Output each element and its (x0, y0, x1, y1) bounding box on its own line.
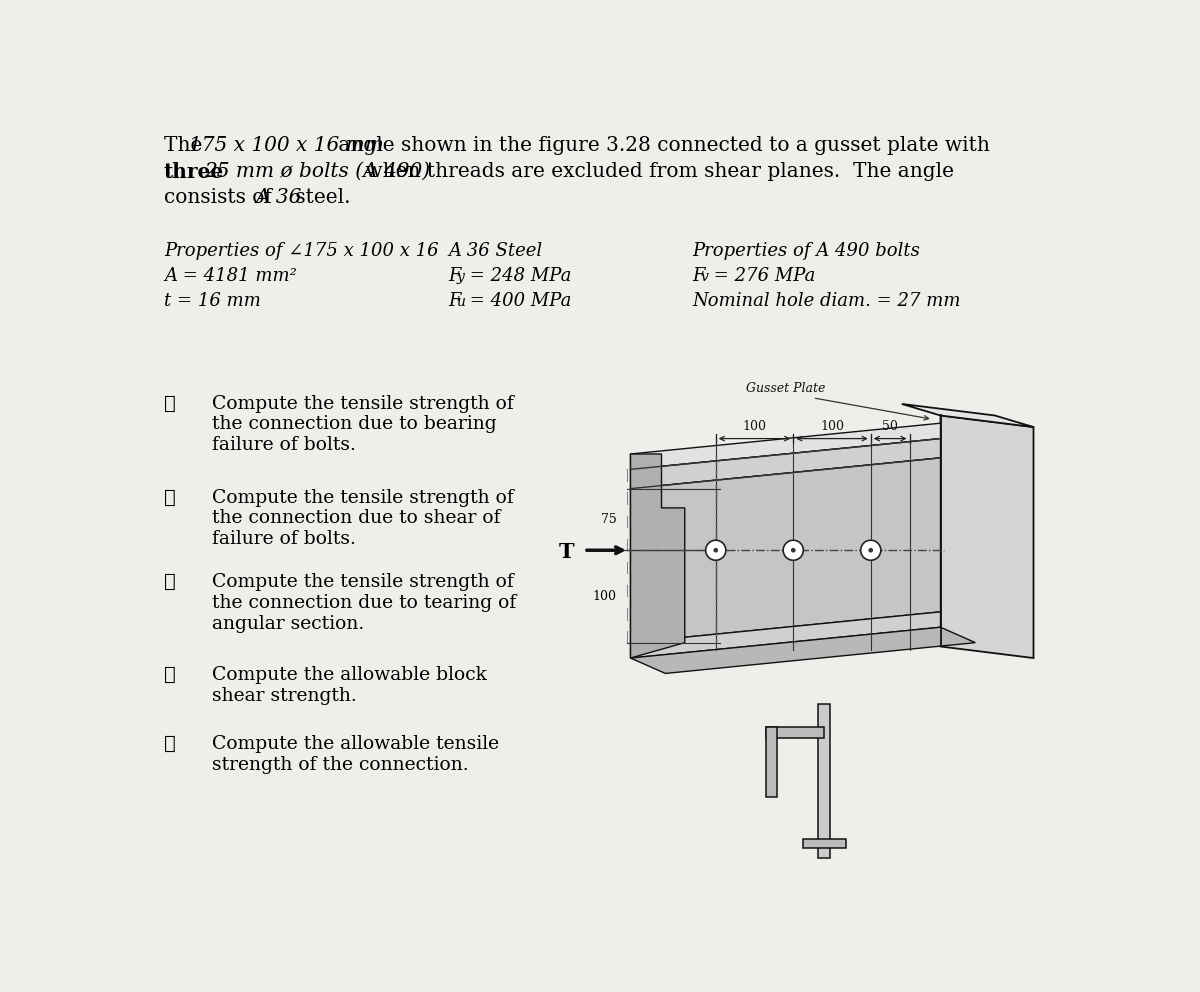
Polygon shape (818, 704, 830, 858)
Text: the connection due to shear of: the connection due to shear of (212, 510, 500, 528)
Polygon shape (630, 454, 685, 658)
Polygon shape (630, 627, 976, 674)
Text: consists of: consists of (164, 188, 278, 207)
Text: 25 mm ø bolts (A 490): 25 mm ø bolts (A 490) (204, 162, 431, 182)
Text: 50: 50 (882, 421, 898, 434)
Polygon shape (630, 458, 941, 643)
Circle shape (714, 548, 718, 553)
Text: ④: ④ (164, 666, 175, 683)
Circle shape (860, 541, 881, 560)
Text: shear strength.: shear strength. (212, 686, 356, 704)
Text: the connection due to tearing of: the connection due to tearing of (212, 594, 516, 612)
Text: ③: ③ (164, 573, 175, 591)
Polygon shape (766, 727, 824, 738)
Text: ①: ① (164, 395, 175, 413)
Text: 100: 100 (743, 421, 767, 434)
Text: F: F (692, 267, 706, 285)
Text: A 36 Steel: A 36 Steel (449, 242, 542, 260)
Polygon shape (630, 424, 941, 469)
Text: T: T (559, 542, 575, 561)
Text: Compute the tensile strength of: Compute the tensile strength of (212, 573, 514, 591)
Polygon shape (803, 839, 846, 848)
Text: failure of bolts.: failure of bolts. (212, 436, 356, 454)
Text: Compute the allowable block: Compute the allowable block (212, 666, 487, 683)
Circle shape (869, 548, 874, 553)
Text: 75: 75 (601, 513, 617, 526)
Text: Gusset Plate: Gusset Plate (746, 382, 826, 395)
Polygon shape (901, 404, 1033, 427)
Text: A = 4181 mm²: A = 4181 mm² (164, 267, 296, 285)
Polygon shape (941, 416, 1033, 658)
Text: angular section.: angular section. (212, 615, 365, 633)
Text: strength of the connection.: strength of the connection. (212, 756, 469, 774)
Text: Properties of ∠175 x 100 x 16: Properties of ∠175 x 100 x 16 (164, 242, 438, 260)
Circle shape (784, 541, 803, 560)
Text: 100: 100 (593, 590, 617, 603)
Text: 100: 100 (820, 421, 844, 434)
Polygon shape (630, 612, 941, 658)
Text: The: The (164, 136, 209, 155)
Text: angle shown in the figure 3.28 connected to a gusset plate with: angle shown in the figure 3.28 connected… (332, 136, 990, 155)
Text: three: three (164, 162, 224, 183)
Text: steel.: steel. (289, 188, 350, 207)
Circle shape (791, 548, 796, 553)
Text: Nominal hole diam. = 27 mm: Nominal hole diam. = 27 mm (692, 292, 961, 310)
Text: Compute the tensile strength of: Compute the tensile strength of (212, 489, 514, 507)
Text: when threads are excluded from shear planes.  The angle: when threads are excluded from shear pla… (359, 162, 954, 182)
Text: the connection due to bearing: the connection due to bearing (212, 416, 497, 434)
Text: Properties of A 490 bolts: Properties of A 490 bolts (692, 242, 920, 260)
Text: t = 16 mm: t = 16 mm (164, 292, 260, 310)
Circle shape (706, 541, 726, 560)
Text: Compute the tensile strength of: Compute the tensile strength of (212, 395, 514, 413)
Text: = 276 MPa: = 276 MPa (708, 267, 815, 285)
Text: u: u (456, 295, 466, 309)
Polygon shape (630, 438, 941, 489)
Text: ⑥: ⑥ (164, 735, 175, 753)
Text: = 248 MPa: = 248 MPa (464, 267, 571, 285)
Text: Compute the allowable tensile: Compute the allowable tensile (212, 735, 499, 753)
Text: ②: ② (164, 489, 175, 507)
Text: y: y (456, 270, 464, 284)
Text: F: F (449, 267, 461, 285)
Text: v: v (701, 270, 708, 284)
Text: F: F (449, 292, 461, 310)
Text: failure of bolts.: failure of bolts. (212, 530, 356, 549)
Text: = 400 MPa: = 400 MPa (464, 292, 571, 310)
Text: 175 x 100 x 16 mm: 175 x 100 x 16 mm (188, 136, 384, 155)
Polygon shape (766, 727, 776, 797)
Text: A 36: A 36 (256, 188, 301, 207)
